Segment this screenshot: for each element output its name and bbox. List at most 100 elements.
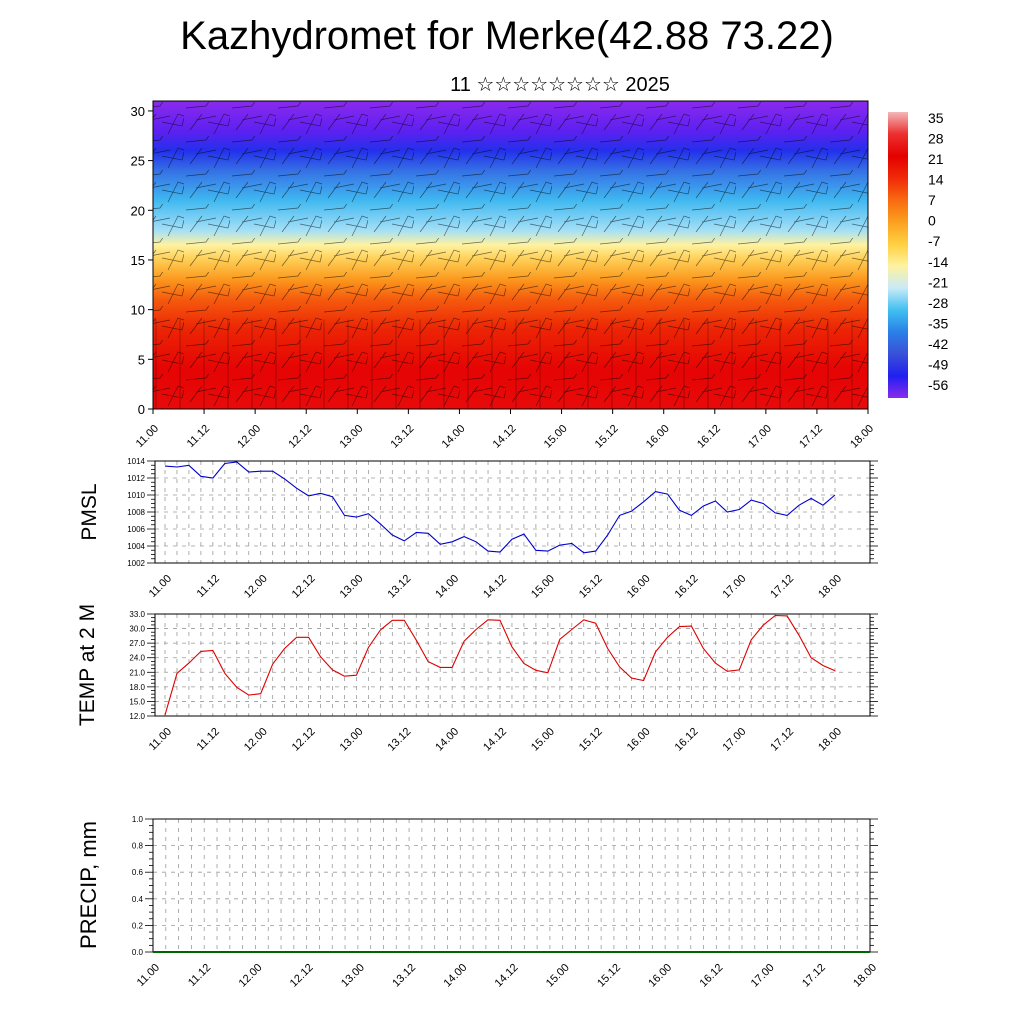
colorbar-label: 0 — [928, 213, 936, 229]
x-tick-label: 16.00 — [644, 423, 672, 451]
y-tick-label: 0.8 — [132, 842, 144, 851]
y-tick-label: 27.0 — [129, 639, 145, 648]
x-tick-label: 14.00 — [440, 423, 468, 451]
colorbar-label: -21 — [928, 274, 948, 290]
x-tick-label: 11.00 — [135, 962, 162, 989]
x-tick-label: 12.12 — [290, 573, 318, 601]
x-tick-label: 16.12 — [673, 726, 701, 754]
y-tick-label: 0 — [138, 402, 145, 417]
x-tick-label: 12.00 — [242, 726, 270, 754]
y-tick-label: 21.0 — [129, 668, 145, 677]
y-tick-label: 15 — [131, 253, 145, 268]
plot-frame — [154, 460, 871, 564]
y-tick-label: 33.0 — [129, 610, 145, 619]
x-tick-label: 17.12 — [768, 573, 796, 601]
x-tick-label: 15.12 — [593, 423, 621, 451]
x-tick-label: 16.00 — [625, 573, 653, 601]
colorbar-label: 14 — [928, 172, 944, 188]
precip-panel: 0.0 0.2 0.4 0.6 0.8 1.0 11.00 11.12 12.00 12.12 13… — [76, 815, 879, 990]
y-tick-label: 0.0 — [132, 948, 144, 957]
x-tick-label: 12.00 — [235, 423, 263, 451]
x-tick-label: 18.00 — [816, 573, 844, 601]
colorbar-label: 28 — [928, 131, 944, 147]
x-tick-label: 13.12 — [390, 962, 418, 990]
x-tick-label: 15.00 — [542, 423, 570, 451]
colorbar-scale — [888, 112, 908, 398]
y-tick-label: 24.0 — [129, 654, 145, 663]
x-tick-label: 17.00 — [720, 726, 748, 754]
x-tick-label: 13.12 — [389, 423, 417, 451]
series-line — [164, 461, 836, 554]
x-tick-label: 14.00 — [441, 962, 469, 990]
y-tick-label: 1006 — [127, 525, 145, 534]
x-tick-label: 15.00 — [529, 726, 557, 754]
x-tick-label: 11.00 — [147, 726, 174, 753]
x-tick-label: 12.12 — [288, 962, 316, 990]
x-tick-label: 18.00 — [848, 423, 876, 451]
x-tick-label: 15.12 — [577, 573, 605, 601]
x-tick-label: 16.12 — [673, 573, 701, 601]
y-tick-label: 10 — [131, 303, 145, 318]
colorbar: 35 28 21 14 7 0 -7 -14 -21 -28 -35 -42 -49 -56 — [888, 110, 948, 398]
y-tick-label: 1008 — [127, 508, 145, 517]
x-tick-label: 13.00 — [337, 423, 365, 451]
colorbar-label: -28 — [928, 295, 948, 311]
x-tick-label: 11.12 — [195, 573, 222, 600]
x-tick-label: 11.12 — [185, 423, 212, 450]
series-line — [164, 614, 836, 716]
y-axis-label: PMSL — [78, 483, 101, 540]
y-tick-label: 1012 — [127, 474, 145, 483]
x-tick-label: 15.12 — [577, 726, 605, 754]
x-tick-label: 16.00 — [625, 726, 653, 754]
x-tick-label: 11.12 — [186, 962, 213, 989]
y-tick-label: 18.0 — [129, 683, 145, 692]
x-tick-label: 14.00 — [433, 573, 461, 601]
y-axis-label: TEMP at 2 M — [76, 604, 99, 726]
y-tick-label: 1002 — [127, 559, 145, 568]
colorbar-label: 21 — [928, 151, 944, 167]
x-tick-label: 16.12 — [695, 423, 723, 451]
x-tick-label: 16.00 — [646, 962, 674, 990]
colorbar-label: 7 — [928, 192, 936, 208]
x-tick-label: 17.00 — [749, 962, 777, 990]
plot-frame — [154, 613, 871, 717]
x-tick-label: 17.12 — [800, 962, 828, 990]
y-tick-label: 1010 — [127, 491, 145, 500]
y-tick-label: 12.0 — [129, 712, 145, 721]
y-tick-label: 0.4 — [132, 895, 144, 904]
y-tick-label: 1014 — [127, 457, 145, 466]
x-tick-label: 17.12 — [768, 726, 796, 754]
x-tick-label: 12.00 — [237, 962, 265, 990]
x-tick-label: 16.12 — [698, 962, 726, 990]
y-tick-label: 5 — [138, 352, 145, 367]
x-tick-label: 11.00 — [147, 573, 174, 600]
colorbar-label: -35 — [928, 315, 948, 331]
temp-panel: 12.0 15.0 18.0 21.0 24.0 27.0 30.0 33.0 11.00 11.… — [76, 604, 878, 754]
x-tick-label: 12.00 — [242, 573, 270, 601]
y-tick-label: 1.0 — [132, 815, 144, 824]
colorbar-label: -49 — [928, 356, 948, 372]
y-tick-label: 25 — [131, 154, 145, 169]
colorbar-label: -14 — [928, 254, 948, 270]
colorbar-label: 35 — [928, 110, 944, 126]
x-tick-label: 14.00 — [433, 726, 461, 754]
pmsl-panel: 1002 1004 1006 1008 1010 1012 1014 11.00 11.12 12… — [78, 457, 878, 601]
x-tick-label: 14.12 — [481, 726, 509, 754]
x-tick-label: 13.12 — [385, 726, 413, 754]
x-tick-label: 15.00 — [529, 573, 557, 601]
x-tick-label: 12.12 — [286, 423, 314, 451]
y-tick-label: 30 — [131, 104, 145, 119]
cross-section-panel: 0 5 10 15 20 25 30 11.00 11.12 12.00 12.12 13.00 13.… — [131, 100, 876, 451]
x-tick-label: 11.12 — [195, 726, 222, 753]
x-tick-label: 12.12 — [290, 726, 318, 754]
x-tick-label: 15.00 — [544, 962, 572, 990]
y-tick-label: 0.2 — [132, 921, 144, 930]
chart-title: Kazhydromet for Merke(42.88 73.22) — [180, 14, 834, 58]
colorbar-label: -42 — [928, 336, 948, 352]
x-tick-label: 15.12 — [595, 962, 623, 990]
x-tick-label: 11.00 — [134, 423, 161, 450]
y-tick-label: 15.0 — [129, 697, 145, 706]
x-tick-label: 13.00 — [339, 962, 367, 990]
x-tick-label: 13.00 — [338, 573, 366, 601]
